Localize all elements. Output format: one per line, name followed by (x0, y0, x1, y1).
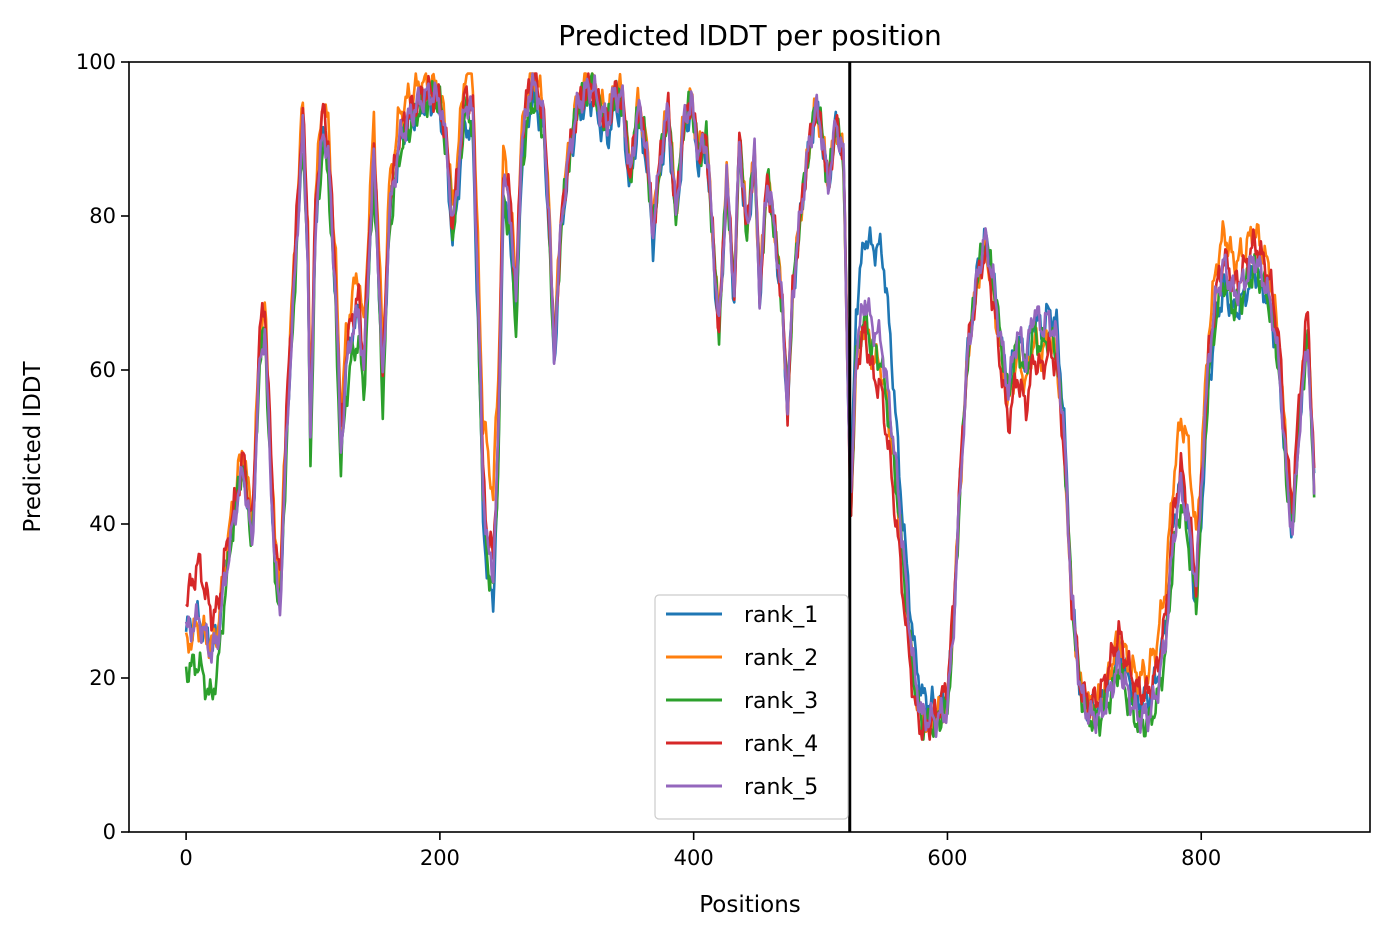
x-tick-label: 0 (179, 846, 192, 870)
x-axis-label: Positions (699, 892, 801, 918)
legend-label-rank-4: rank_4 (744, 732, 818, 757)
y-tick-label: 20 (89, 666, 116, 690)
series-line-rank-5 (184, 72, 1316, 739)
legend: rank_1 rank_2 rank_3 rank_4 rank_5 (654, 594, 849, 820)
y-tick-label: 100 (76, 50, 116, 74)
plot-area-frame (128, 61, 1371, 833)
legend-label-rank-2: rank_2 (744, 646, 818, 671)
series-layer (184, 72, 1316, 741)
y-axis-ticks: 0 20 40 60 80 100 (76, 50, 129, 844)
legend-label-rank-5: rank_5 (744, 775, 818, 800)
legend-label-rank-3: rank_3 (744, 689, 818, 714)
x-tick-label: 800 (1181, 846, 1221, 870)
legend-frame (654, 594, 849, 820)
y-tick-label: 40 (89, 512, 116, 536)
y-axis-label: Predicted lDDT (20, 360, 46, 532)
y-tick-label: 0 (103, 820, 116, 844)
chart-title: Predicted lDDT per position (558, 19, 942, 52)
x-tick-label: 200 (420, 846, 460, 870)
x-tick-label: 600 (927, 846, 967, 870)
legend-label-rank-1: rank_1 (744, 603, 818, 628)
y-tick-label: 60 (89, 358, 116, 382)
x-axis-ticks: 0 200 400 600 800 (179, 832, 1221, 870)
y-tick-label: 80 (89, 204, 116, 228)
x-tick-label: 400 (674, 846, 714, 870)
